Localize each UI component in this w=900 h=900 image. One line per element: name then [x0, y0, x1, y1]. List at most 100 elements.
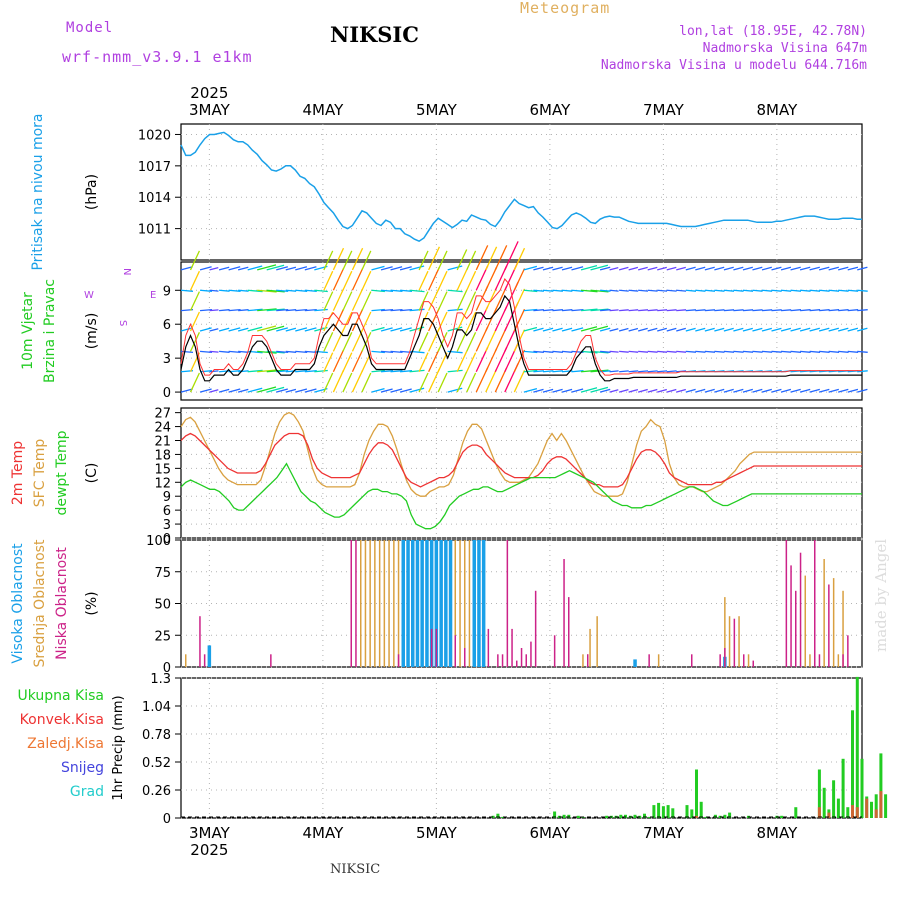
- precip-bar-total: [553, 811, 557, 818]
- wind-arrow: [199, 289, 213, 292]
- ytick-label-precip: 1.04: [142, 700, 171, 715]
- wind-arrow: [657, 309, 668, 312]
- wind-arrow: [437, 311, 448, 332]
- wind-arrow: [371, 369, 385, 373]
- cloud-bar-high: [444, 540, 448, 667]
- cloud-bar-mid: [738, 616, 740, 667]
- wind-arrow: [733, 388, 744, 393]
- wind-arrow: [399, 327, 412, 332]
- precip-bar-total: [851, 710, 854, 818]
- wind-arrow: [828, 388, 839, 393]
- wind-arrow: [685, 289, 697, 292]
- wind-arrow: [647, 309, 658, 312]
- wind-arrow: [513, 268, 526, 291]
- wind-arrow: [723, 327, 734, 332]
- cloud-bar-mid: [464, 540, 466, 667]
- wind-arrow: [276, 308, 289, 312]
- wind-arrow: [523, 350, 538, 354]
- wind-arrow: [247, 308, 263, 312]
- wind-arrow: [466, 250, 477, 271]
- cloud-bar-mid: [454, 540, 456, 667]
- wind-arrow: [523, 289, 538, 293]
- wind-arrow: [428, 348, 440, 372]
- wind-arrow: [666, 350, 677, 353]
- wind-arrow: [790, 388, 801, 393]
- precip-bar-total: [836, 798, 840, 818]
- precip-bar-convective: [879, 791, 883, 818]
- wind-arrow: [351, 308, 364, 332]
- wind-arrow: [466, 311, 477, 332]
- cloud-bar-mid: [809, 654, 811, 667]
- wind-arrow: [390, 266, 403, 271]
- cloud-bar-low: [828, 584, 830, 667]
- precip-bar-total: [491, 815, 495, 818]
- day-label-bottom: 6MAY: [530, 824, 572, 842]
- wind-arrow: [361, 332, 372, 352]
- wind-arrow: [409, 289, 425, 293]
- wind-arrow: [523, 326, 538, 332]
- wind-arrow: [657, 388, 667, 393]
- cloud-bar-low: [203, 654, 206, 667]
- wind-arrow: [638, 350, 649, 353]
- wind-arrow: [809, 388, 820, 393]
- wind-arrow: [219, 350, 230, 353]
- wind-arrow: [542, 388, 554, 393]
- wind-arrow: [714, 388, 725, 393]
- year-label-bottom: 2025: [190, 841, 228, 859]
- wind-arrow: [780, 289, 792, 292]
- cloud-bar-low: [270, 654, 272, 667]
- wind-arrow: [523, 308, 538, 312]
- wind-arrow: [342, 372, 353, 393]
- wind-arrow: [180, 388, 193, 393]
- wind-arrow: [799, 327, 811, 332]
- wind-arrow: [561, 289, 573, 292]
- cloud-bar-low: [501, 654, 504, 667]
- cloud-bar-low: [587, 654, 589, 667]
- wind-arrow: [838, 327, 849, 332]
- ytick-label-cloud: 100: [146, 534, 171, 549]
- wind-arrow: [542, 350, 554, 353]
- cloud-bar-high: [415, 540, 420, 667]
- cloud-bar-low: [530, 641, 532, 667]
- wind-arrow: [714, 309, 725, 312]
- wind-arrow: [542, 370, 554, 373]
- wind-arrow: [323, 372, 334, 393]
- wind-arrow: [199, 308, 213, 312]
- wind-arrow: [332, 308, 345, 332]
- wind-arrow: [466, 332, 477, 352]
- wind-arrow: [361, 291, 372, 311]
- wind-arrow: [771, 309, 782, 312]
- wind-arrow: [733, 350, 744, 353]
- wind-arrow: [580, 387, 598, 393]
- wind-arrow: [819, 289, 830, 292]
- wind-arrow: [647, 350, 658, 353]
- wind-arrow: [189, 250, 200, 271]
- wind-arrow: [771, 266, 782, 271]
- wind-arrow: [619, 350, 629, 353]
- wind-arrow: [733, 327, 744, 332]
- precip-bar-total: [576, 815, 580, 818]
- wind-arrow: [285, 388, 297, 393]
- cloud-bar-high: [439, 540, 443, 667]
- legend-precip-0: Ukupna Kisa: [17, 688, 104, 704]
- wind-arrow: [666, 388, 677, 393]
- wind-arrow: [266, 289, 285, 293]
- precip-bar-convective: [874, 809, 878, 818]
- wind-arrow: [409, 369, 425, 373]
- cloud-bar-low: [525, 654, 527, 667]
- wind-arrow: [838, 388, 849, 393]
- cloud-bar-low: [430, 628, 433, 667]
- meteogram-label: Meteogram: [520, 0, 611, 17]
- ytick-label-pressure: 1011: [138, 223, 171, 238]
- wind-arrow: [418, 372, 429, 393]
- wind-arrow: [238, 370, 249, 373]
- wind-arrow: [323, 250, 334, 271]
- wind-arrow: [666, 327, 677, 332]
- wind-arrow: [332, 247, 345, 271]
- wind-arrow: [723, 388, 734, 393]
- wind-arrow: [456, 310, 468, 332]
- wind-arrow: [351, 268, 364, 291]
- wind-arrow: [228, 350, 241, 354]
- wind-arrow: [332, 349, 345, 372]
- wind-arrow: [189, 291, 200, 311]
